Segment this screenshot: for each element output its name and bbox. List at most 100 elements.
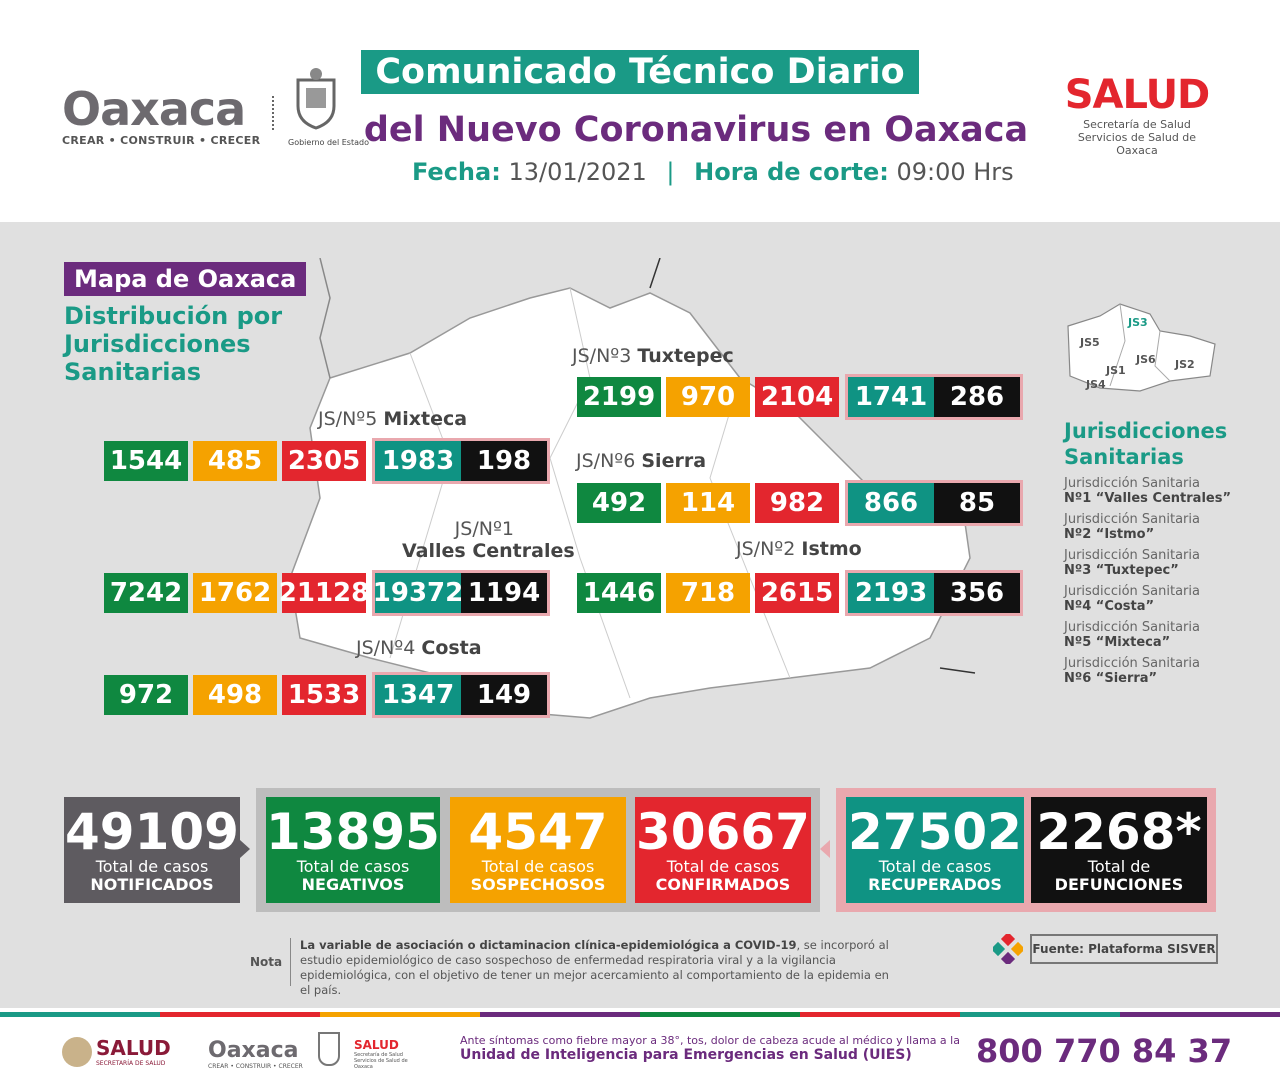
js2-negativos: 1446 — [577, 573, 661, 613]
js6-outcome-frame: 866 85 — [845, 480, 1023, 526]
total-sospechosos-l1: Total de casos — [481, 857, 595, 876]
salud-logo: SALUD Secretaría de Salud Servicios de S… — [1062, 72, 1212, 157]
js2-sospechosos: 718 — [666, 573, 750, 613]
js1-prefix: JS/Nº1 — [454, 518, 514, 540]
js2-name: Istmo — [801, 538, 862, 560]
js4-stats: 972 498 1533 1347 149 — [104, 672, 550, 718]
total-negativos: 13895 Total de casos NEGATIVOS — [266, 797, 440, 903]
js1-confirmados: 21128 — [279, 573, 369, 613]
js1-negativos: 7242 — [104, 573, 188, 613]
js5-stats: 1544 485 2305 1983 198 — [104, 438, 550, 484]
salud-wordmark: SALUD — [1064, 72, 1211, 118]
side-list-a: Jurisdicción Sanitaria — [1064, 656, 1200, 671]
footer-salud-small-word: SALUD — [354, 1038, 399, 1052]
js1-stats: 7242 1762 21128 19372 1194 — [104, 570, 550, 616]
js4-negativos: 972 — [104, 675, 188, 715]
total-sospechosos: 4547 Total de casos SOSPECHOSOS — [450, 797, 626, 903]
js1-defunciones: 1194 — [461, 573, 547, 613]
js3-negativos: 2199 — [577, 377, 661, 417]
side-list-a: Jurisdicción Sanitaria — [1064, 512, 1200, 527]
js3-sospechosos: 970 — [666, 377, 750, 417]
arrow-icon — [820, 840, 830, 858]
total-notificados: 49109 Total de casos NOTIFICADOS — [64, 797, 240, 903]
js5-negativos: 1544 — [104, 441, 188, 481]
note-rest: , se incorporó al estudio epidemiológico… — [300, 938, 889, 997]
mini-js1: JS1 — [1105, 364, 1126, 377]
total-recuperados-l2: RECUPERADOS — [868, 875, 1002, 894]
total-defunciones-l1: Total de — [1087, 857, 1151, 876]
side-heading-line-2: Sanitarias — [1064, 445, 1184, 469]
side-list-a: Jurisdicción Sanitaria — [1064, 476, 1200, 491]
side-list-item: Jurisdicción Sanitaria Nº4 “Costa” — [1064, 584, 1274, 614]
side-list-b: Nº4 “Costa” — [1064, 599, 1155, 614]
side-list-item: Jurisdicción Sanitaria Nº3 “Tuxtepec” — [1064, 548, 1274, 578]
footer-coat-icon — [318, 1032, 340, 1066]
side-list: Jurisdicción Sanitaria Nº1 “Valles Centra… — [1064, 476, 1274, 692]
map-heading-line-2: Jurisdicciones — [64, 330, 251, 358]
source-logo-icon — [990, 931, 1026, 968]
side-list-item: Jurisdicción Sanitaria Nº6 “Sierra” — [1064, 656, 1274, 686]
total-confirmados-num: 30667 — [636, 803, 810, 861]
title-line-2: del Nuevo Coronavirus en Oaxaca — [363, 110, 1029, 150]
mini-js5: JS5 — [1079, 336, 1100, 349]
oaxaca-logo: Oaxaca CREAR • CONSTRUIR • CRECER — [62, 82, 260, 147]
eagle-icon — [62, 1036, 92, 1067]
salud-sub-2: Servicios de Salud de Oaxaca — [1077, 131, 1197, 157]
js3-stats: 2199 970 2104 1741 286 — [577, 374, 1023, 420]
side-list-a: Jurisdicción Sanitaria — [1064, 584, 1200, 599]
side-list-b: Nº6 “Sierra” — [1064, 671, 1158, 686]
js1-label: JS/Nº1 Valles Centrales — [402, 518, 575, 562]
js3-defunciones: 286 — [934, 377, 1020, 417]
total-defunciones: 2268* Total de DEFUNCIONES — [1031, 797, 1207, 903]
hora-label: Hora de corte: — [694, 158, 889, 186]
divider-dots — [272, 96, 274, 130]
js5-confirmados: 2305 — [282, 441, 366, 481]
total-confirmados-l1: Total de casos — [666, 857, 780, 876]
js6-negativos: 492 — [577, 483, 661, 523]
gobierno-label: Gobierno del Estado — [288, 138, 369, 147]
js2-recuperados: 2193 — [848, 573, 934, 613]
js5-defunciones: 198 — [461, 441, 547, 481]
js6-confirmados: 982 — [755, 483, 839, 523]
total-defunciones-num: 2268* — [1036, 803, 1202, 861]
map-heading: Distribución por Jurisdicciones Sanitari… — [64, 302, 282, 386]
note-text: La variable de asociación o dictaminacio… — [300, 938, 900, 998]
side-list-a: Jurisdicción Sanitaria — [1064, 548, 1200, 563]
js3-confirmados: 2104 — [755, 377, 839, 417]
js2-outcome-frame: 2193 356 — [845, 570, 1023, 616]
mini-js6: JS6 — [1135, 353, 1156, 366]
footer-salud-sub: SECRETARÍA DE SALUD — [96, 1060, 166, 1067]
footer-advice: Ante síntomas como fiebre mayor a 38°, t… — [460, 1034, 980, 1063]
total-sospechosos-num: 4547 — [468, 803, 608, 861]
js6-stats: 492 114 982 866 85 — [577, 480, 1023, 526]
js6-sospechosos: 114 — [666, 483, 750, 523]
side-list-item: Jurisdicción Sanitaria Nº5 “Mixteca” — [1064, 620, 1274, 650]
js4-prefix: JS/Nº4 — [356, 637, 416, 659]
oaxaca-wordmark: Oaxaca — [62, 82, 246, 136]
js4-recuperados: 1347 — [375, 675, 461, 715]
mini-js4: JS4 — [1085, 378, 1106, 391]
js2-defunciones: 356 — [934, 573, 1020, 613]
js5-sospechosos: 485 — [193, 441, 277, 481]
total-recuperados-num: 27502 — [848, 803, 1022, 861]
advice-line-2: Unidad de Inteligencia para Emergencias … — [460, 1047, 912, 1063]
js6-name: Sierra — [641, 450, 707, 472]
total-notificados-num: 49109 — [65, 803, 239, 861]
salud-sub-1: Secretaría de Salud — [1083, 118, 1191, 131]
footer-oaxaca-logo: Oaxaca CREAR • CONSTRUIR • CRECER — [208, 1038, 303, 1070]
js3-recuperados: 1741 — [848, 377, 934, 417]
map-heading-line-3: Sanitarias — [64, 358, 202, 386]
js1-sospechosos: 1762 — [193, 573, 277, 613]
total-recuperados: 27502 Total de casos RECUPERADOS — [846, 797, 1024, 903]
coat-of-arms-icon: Gobierno del Estado — [288, 66, 369, 147]
footer-stripe — [0, 1012, 1280, 1017]
js5-outcome-frame: 1983 198 — [372, 438, 550, 484]
source-text: Fuente: Plataforma SISVER — [1032, 942, 1216, 956]
fecha-label: Fecha: — [412, 158, 501, 186]
total-negativos-num: 13895 — [266, 803, 440, 861]
js2-stats: 1446 718 2615 2193 356 — [577, 570, 1023, 616]
js5-recuperados: 1983 — [375, 441, 461, 481]
footer-phone[interactable]: 800 770 84 37 — [976, 1032, 1233, 1070]
note-divider — [290, 938, 291, 986]
js1-outcome-frame: 19372 1194 — [372, 570, 550, 616]
